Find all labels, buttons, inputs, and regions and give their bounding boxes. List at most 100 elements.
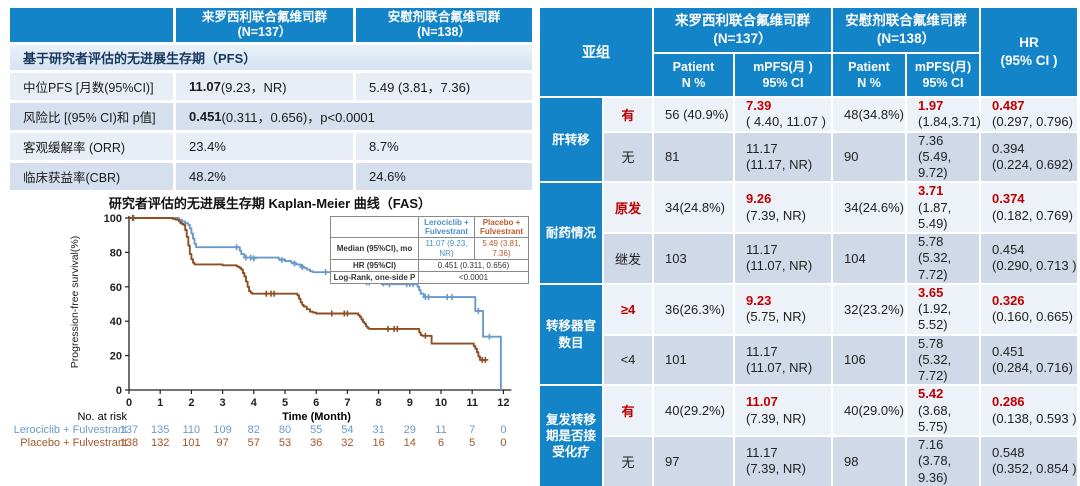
subgroup-label: 继发 xyxy=(604,234,652,283)
median-pfs-label: 中位PFS [月数(95%CI)] xyxy=(10,73,173,100)
at-risk-arm-label: Placebo + Fulvestrant xyxy=(20,437,127,449)
patient-n-cell: 34(24.6%) xyxy=(833,183,905,232)
hr-column-header: HR (95% CI ) xyxy=(981,8,1077,96)
at-risk-row: Lerociclib + Fulvestrant 137 135 110 109 82 80… xyxy=(0,424,540,437)
orr-label: 客观缓解率 (ORR) xyxy=(10,133,173,160)
summary-header-arm2: 安慰剂联合氟维司群 (N=138） xyxy=(356,8,532,42)
at-risk-count: 97 xyxy=(216,437,229,449)
hazard-ratio-value: 0.451 (0.311，0.656)，p<0.0001 xyxy=(176,103,532,130)
mpfs-cell: 11.17 (7.39, NR) xyxy=(735,437,831,486)
hr-cell: 0.487 (0.297, 0.796) xyxy=(981,98,1077,131)
efficacy-summary-panel: 来罗西利联合氟维司群 (N=137） 安慰剂联合氟维司群 (N=138） 基于研… xyxy=(0,0,540,452)
cbr-arm2: 24.6% xyxy=(356,163,532,190)
arm1-patient-subheader: Patient N % xyxy=(654,54,733,96)
hazard-ratio-label: 风险比 [(95% CI)和 p值] xyxy=(10,103,173,130)
mpfs-cell: 5.78 (5.32, 7.72) xyxy=(907,234,979,283)
mpfs-cell: 5.42 (3.68, 5.75) xyxy=(907,386,979,435)
arm2-patient-subheader: Patient N % xyxy=(833,54,905,96)
group-prior-chemo: 复发转移 期是否接 受化疗 xyxy=(540,386,602,486)
at-risk-count: 109 xyxy=(213,424,232,436)
patient-n-cell: 36(26.3%) xyxy=(654,284,733,334)
svg-text:6: 6 xyxy=(313,397,319,409)
subgroup-label: 原发 xyxy=(604,183,652,232)
svg-text:1: 1 xyxy=(157,397,163,409)
patient-n-cell: 104 xyxy=(833,234,905,283)
mpfs-cell: 9.23 (5.75, NR) xyxy=(735,284,831,334)
at-risk-count: 55 xyxy=(310,424,323,436)
orr-arm1: 23.4% xyxy=(176,133,353,160)
cbr-label: 临床获益率(CBR) xyxy=(10,163,173,190)
svg-text:9: 9 xyxy=(407,397,413,409)
group-metastatic-organs: 转移器官 数目 xyxy=(540,284,602,385)
at-risk-count: 0 xyxy=(500,424,507,436)
subgroup-label: 无 xyxy=(604,132,652,182)
patient-n-cell: 98 xyxy=(833,437,905,486)
group-liver-metastasis: 肝转移 xyxy=(540,98,602,182)
svg-text:20: 20 xyxy=(110,351,122,363)
patient-n-cell: 103 xyxy=(654,234,733,283)
subgroup-column-header: 亚组 xyxy=(540,8,652,96)
at-risk-header-line: No. at risk Time (Month) xyxy=(0,411,540,424)
no-at-risk-label: No. at risk xyxy=(77,411,127,423)
at-risk-arm-label: Lerociclib + Fulvestrant xyxy=(13,424,127,436)
patient-n-cell: 106 xyxy=(833,335,905,385)
summary-section-header: 基于研究者评估的无进展生存期（PFS） xyxy=(10,45,532,70)
arm2-mpfs-subheader: mPFS(月) 95% CI xyxy=(907,54,979,96)
subgroup-label: ≥4 xyxy=(604,284,652,334)
mpfs-cell: 1.97 (1.84,3.71) xyxy=(907,98,981,131)
svg-text:60: 60 xyxy=(110,282,122,294)
hr-cell: 0.394 (0.224, 0.692) xyxy=(981,132,1077,182)
patient-n-cell: 56 (40.9%) xyxy=(654,98,733,131)
at-risk-count: 14 xyxy=(403,437,416,449)
svg-text:0: 0 xyxy=(116,385,122,397)
inset-median-arm1: 11.07 (9.23, NR) xyxy=(418,237,475,260)
inset-logrank-label: Log-Rank, one-side P xyxy=(330,270,419,285)
inset-hr-label: HR (95%CI) xyxy=(330,258,419,272)
at-risk-count: 5 xyxy=(469,437,476,449)
mpfs-cell: 3.65 (1.92, 5.52) xyxy=(907,284,979,334)
patient-n-cell: 97 xyxy=(654,437,733,486)
inset-hr-value: 0.451 (0.311, 0.656) xyxy=(418,258,529,272)
at-risk-count: 57 xyxy=(247,437,260,449)
svg-text:0: 0 xyxy=(126,397,132,409)
at-risk-count: 6 xyxy=(437,437,445,449)
svg-text:10: 10 xyxy=(435,397,447,409)
at-risk-count: 54 xyxy=(341,424,354,436)
inset-arm2-header: Placebo + Fulvestrant xyxy=(474,215,529,239)
svg-text:11: 11 xyxy=(466,397,478,409)
mpfs-cell: 9.26 (7.39, NR) xyxy=(735,183,831,232)
hr-cell: 0.454 (0.290, 0.713 ) xyxy=(981,234,1077,283)
svg-text:4: 4 xyxy=(251,397,258,409)
mpfs-cell: 5.78 (5.32, 7.72) xyxy=(907,335,979,385)
at-risk-count: 135 xyxy=(151,424,170,436)
km-chart-title: 研究者评估的无进展生存期 Kaplan-Meier 曲线（FAS） xyxy=(108,196,432,211)
arm1-mpfs-subheader: mPFS(月 ) 95% CI xyxy=(735,54,831,96)
subgroup-table: 亚组 来罗西利联合氟维司群 (N=137） 安慰剂联合氟维司群 (N=138） … xyxy=(540,8,1077,486)
at-risk-count: 7 xyxy=(469,424,476,436)
mpfs-cell: 11.07 (7.39, NR) xyxy=(735,386,831,435)
inset-logrank-value: <0.0001 xyxy=(418,270,529,285)
at-risk-count: 29 xyxy=(403,424,416,436)
at-risk-count: 138 xyxy=(119,437,139,449)
orr-arm2: 8.7% xyxy=(356,133,532,160)
patient-n-cell: 90 xyxy=(833,132,905,182)
inset-median-arm2: 5.49 (3.81, 7.36) xyxy=(474,237,529,260)
svg-text:8: 8 xyxy=(376,397,382,409)
summary-header-empty xyxy=(10,8,173,42)
km-y-axis-label: Progression-free survival(%) xyxy=(69,235,81,369)
subgroup-label: <4 xyxy=(604,335,652,385)
svg-text:100: 100 xyxy=(104,213,122,225)
patient-n-cell: 48(34.8%) xyxy=(833,98,905,131)
km-inset-stats-table: Lerociclib + Fulvestrant Placebo + Fulve… xyxy=(330,215,529,285)
patient-n-cell: 101 xyxy=(654,335,733,385)
inset-median-label: Median (95%CI), mo xyxy=(330,237,419,260)
summary-table: 来罗西利联合氟维司群 (N=137） 安慰剂联合氟维司群 (N=138） 基于研… xyxy=(10,8,532,190)
summary-header-arm1: 来罗西利联合氟维司群 (N=137） xyxy=(176,8,353,42)
hr-cell: 0.326 (0.160, 0.665) xyxy=(981,284,1077,334)
cbr-arm1: 48.2% xyxy=(176,163,353,190)
at-risk-count: 80 xyxy=(278,424,292,436)
km-x-axis-label: Time (Month) xyxy=(282,411,351,423)
median-pfs-arm2: 5.49 (3.81，7.36) xyxy=(356,73,532,100)
at-risk-count: 0 xyxy=(500,437,507,449)
at-risk-count: 32 xyxy=(341,437,354,449)
